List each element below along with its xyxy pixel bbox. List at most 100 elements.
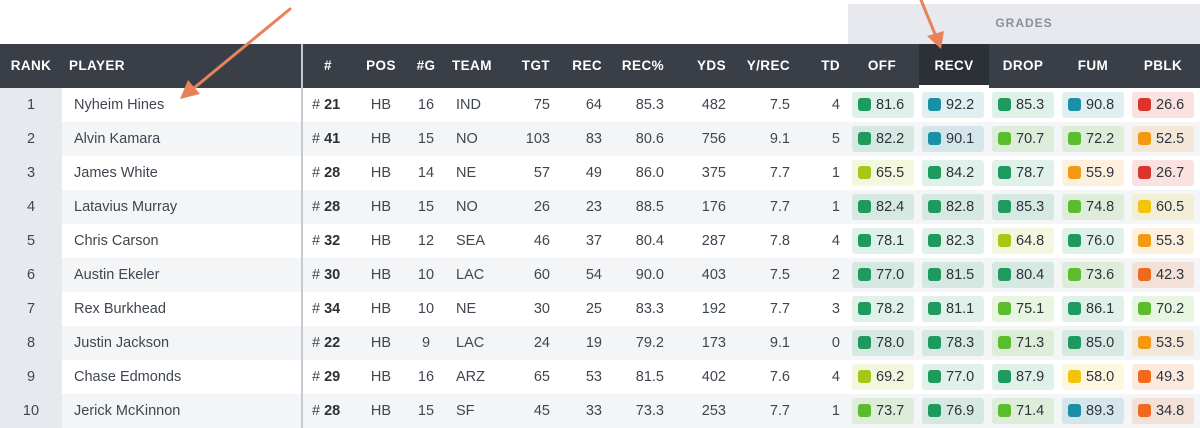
header-number[interactable]: #: [324, 58, 332, 73]
player-name-link[interactable]: Justin Jackson: [74, 335, 170, 351]
player-name-link[interactable]: Chase Edmonds: [74, 369, 182, 385]
header-drop[interactable]: DROP: [1002, 58, 1044, 73]
rank-column-bg: [0, 156, 62, 190]
td-cell: 1: [831, 403, 840, 419]
grade-value: 82.3: [946, 233, 975, 249]
team-cell: NO: [456, 199, 478, 215]
grade-value: 64.8: [1016, 233, 1045, 249]
grade-pblk: 55.3: [1132, 228, 1194, 254]
yds-cell: 482: [701, 97, 726, 113]
grade-value: 72.2: [1086, 131, 1115, 147]
table-row[interactable]: 3 James White HB 14 NE 57 49 86.0 375 7.7 1 # 28 65.…: [0, 156, 1200, 190]
grade-off: 82.4: [852, 194, 914, 220]
grade-off: 77.0: [852, 262, 914, 288]
player-name-link[interactable]: Latavius Murray: [74, 199, 178, 215]
rank-cell: 6: [26, 267, 36, 283]
table-row[interactable]: 6 Austin Ekeler HB 10 LAC 60 54 90.0 403 7.5 2 # 30…: [0, 258, 1200, 292]
grade-color-square: [928, 404, 941, 417]
grade-value: 84.2: [946, 165, 975, 181]
jersey-number-cell: # 34: [312, 292, 352, 326]
header-tgt[interactable]: TGT: [521, 58, 550, 73]
grade-color-square: [1138, 336, 1151, 349]
table-row[interactable]: 1 Nyheim Hines HB 16 IND 75 64 85.3 482 7.5 4 # 21 8…: [0, 88, 1200, 122]
jersey-number-cell: # 28: [312, 190, 352, 224]
grade-value: 73.7: [876, 403, 905, 419]
rank-column-bg: [0, 394, 62, 428]
grade-off: 81.6: [852, 92, 914, 118]
header-pblk[interactable]: PBLK: [1143, 58, 1183, 73]
grade-drop: 75.1: [992, 296, 1054, 322]
grade-color-square: [998, 336, 1011, 349]
grade-recv: 81.1: [922, 296, 984, 322]
header-team[interactable]: TEAM: [452, 58, 492, 73]
jersey-hash: #: [312, 369, 325, 385]
header-rec[interactable]: REC: [572, 58, 602, 73]
player-name-link[interactable]: Rex Burkhead: [74, 301, 166, 317]
jersey-number-cell: # 29: [312, 360, 352, 394]
rec-pct-cell: 85.3: [635, 97, 664, 113]
grade-color-square: [928, 234, 941, 247]
grade-value: 55.9: [1086, 165, 1115, 181]
grade-color-square: [1138, 302, 1151, 315]
rec-pct-cell: 86.0: [635, 165, 664, 181]
rank-cell: 5: [26, 233, 36, 249]
grade-color-square: [858, 404, 871, 417]
rec-cell: 19: [585, 335, 602, 351]
header-off[interactable]: OFF: [867, 58, 897, 73]
table-row[interactable]: 2 Alvin Kamara HB 15 NO 103 83 80.6 756 9.1 5 # 41 8…: [0, 122, 1200, 156]
grade-value: 26.6: [1156, 97, 1185, 113]
pos-cell: HB: [370, 267, 392, 283]
grade-color-square: [928, 200, 941, 213]
grade-color-square: [858, 370, 871, 383]
jersey-number: 21: [324, 97, 341, 113]
grade-color-square: [998, 370, 1011, 383]
team-cell: IND: [456, 97, 481, 113]
jersey-hash: #: [312, 165, 325, 181]
player-name-link[interactable]: James White: [74, 165, 158, 181]
header-yrec[interactable]: Y/REC: [746, 58, 790, 73]
player-name-link[interactable]: Alvin Kamara: [74, 131, 161, 147]
table-row[interactable]: 4 Latavius Murray HB 15 NO 26 23 88.5 176 7.7 1 # 2…: [0, 190, 1200, 224]
header-td[interactable]: TD: [821, 58, 840, 73]
pos-cell: HB: [370, 369, 392, 385]
grade-color-square: [928, 302, 941, 315]
table-row[interactable]: 8 Justin Jackson HB 9 LAC 24 19 79.2 173 9.1 0 # 22…: [0, 326, 1200, 360]
header-games[interactable]: #G: [416, 58, 436, 73]
grade-value: 85.3: [1016, 199, 1045, 215]
grade-color-square: [1138, 166, 1151, 179]
grade-value: 78.3: [946, 335, 975, 351]
grade-recv: 84.2: [922, 160, 984, 186]
jersey-number-cell: # 21: [312, 88, 352, 122]
grade-color-square: [928, 166, 941, 179]
player-name-link[interactable]: Jerick McKinnon: [74, 403, 181, 419]
rec-cell: 64: [585, 97, 602, 113]
player-name-link[interactable]: Nyheim Hines: [74, 97, 165, 113]
jersey-number: 41: [324, 131, 341, 147]
header-yds[interactable]: YDS: [697, 58, 726, 73]
tgt-cell: 75: [533, 97, 550, 113]
grade-pblk: 52.5: [1132, 126, 1194, 152]
table-header: RANK PLAYER # POS #G TEAM TGT REC REC% Y…: [0, 44, 1200, 88]
player-name-link[interactable]: Chris Carson: [74, 233, 159, 249]
table-row[interactable]: 10 Jerick McKinnon HB 15 SF 45 33 73.3 253 7.7 1 # …: [0, 394, 1200, 428]
player-name-link[interactable]: Austin Ekeler: [74, 267, 160, 283]
team-cell: NE: [456, 165, 477, 181]
yrec-cell: 7.5: [769, 97, 790, 113]
grade-fum: 86.1: [1062, 296, 1124, 322]
table-row[interactable]: 5 Chris Carson HB 12 SEA 46 37 80.4 287 7.8 4 # 32 7…: [0, 224, 1200, 258]
header-rec-pct[interactable]: REC%: [621, 58, 664, 73]
grade-color-square: [998, 166, 1011, 179]
header-pos[interactable]: POS: [366, 58, 396, 73]
grade-drop: 71.4: [992, 398, 1054, 424]
header-player[interactable]: PLAYER: [69, 58, 125, 73]
grade-color-square: [858, 132, 871, 145]
yds-cell: 403: [701, 267, 726, 283]
header-recv[interactable]: RECV: [919, 44, 989, 88]
grade-pblk: 70.2: [1132, 296, 1194, 322]
table-row[interactable]: 9 Chase Edmonds HB 16 ARZ 65 53 81.5 402 7.6 4 # 29…: [0, 360, 1200, 394]
grade-color-square: [928, 268, 941, 281]
rec-cell: 49: [585, 165, 602, 181]
header-rank[interactable]: RANK: [10, 58, 52, 73]
table-row[interactable]: 7 Rex Burkhead HB 10 NE 30 25 83.3 192 7.7 3 # 34 78…: [0, 292, 1200, 326]
header-fum[interactable]: FUM: [1077, 58, 1109, 73]
